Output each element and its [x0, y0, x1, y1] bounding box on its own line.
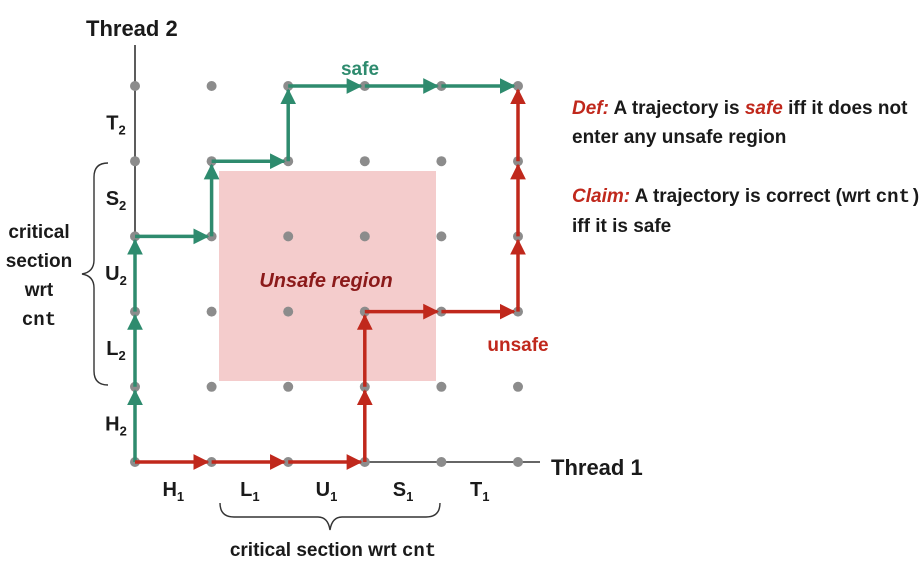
- def-keyword: Def:: [572, 98, 609, 119]
- grid-dot: [283, 231, 294, 242]
- grid-dot: [436, 156, 447, 167]
- grid-dot: [206, 381, 217, 392]
- unsafe-region-label: Unsafe region: [259, 270, 392, 292]
- thread1-segment-label: H1: [162, 479, 184, 504]
- y-critical-brace: [81, 162, 109, 386]
- definition-block: Def: A trajectory is safe iff it does no…: [572, 94, 922, 152]
- thread2-segment-label: T2: [106, 113, 125, 138]
- y-critical-line-1: critical: [8, 222, 69, 243]
- grid-dot: [206, 81, 217, 91]
- x-critical-code: cnt: [402, 540, 436, 561]
- grid-dot: [436, 231, 447, 242]
- x-critical-section-label: critical section wrt cnt: [230, 540, 436, 561]
- grid-dot: [359, 231, 370, 242]
- claim-code: cnt): [875, 186, 922, 208]
- thread2-segment-label: L2: [106, 338, 125, 363]
- grid-dot: [283, 381, 294, 392]
- grid-dot: [206, 306, 217, 317]
- def-highlight: safe: [744, 98, 783, 119]
- thread2-segment-label: H2: [105, 413, 127, 438]
- thread2-segment-label: S2: [106, 188, 127, 213]
- grid-dot: [513, 457, 523, 467]
- thread1-segment-label: S1: [393, 479, 414, 504]
- grid-dot: [513, 381, 523, 392]
- claim-text-after: iff it is safe: [572, 216, 672, 237]
- x-critical-brace: [219, 502, 441, 531]
- thread1-axis-label: Thread 1: [551, 455, 643, 480]
- grid-dot: [436, 381, 447, 392]
- grid-dot: [130, 156, 140, 167]
- thread2-axis-label: Thread 2: [86, 16, 178, 41]
- y-critical-code: cnt: [22, 309, 56, 331]
- thread1-segment-label: L1: [240, 479, 259, 504]
- thread2-segment-labels: H2 L2 U2 S2 T2: [105, 113, 127, 439]
- thread1-segment-label: U1: [316, 479, 338, 504]
- unsafe-label: unsafe: [487, 335, 548, 356]
- safe-label: safe: [341, 59, 379, 80]
- claim-keyword: Claim:: [572, 186, 631, 207]
- grid-dot: [513, 81, 523, 91]
- unsafe-region: [219, 171, 436, 381]
- safe-trajectory: [127, 78, 516, 462]
- thread1-segment-label: T1: [470, 479, 489, 504]
- x-critical-text: critical section wrt: [230, 540, 398, 561]
- grid-dot: [436, 457, 447, 467]
- y-critical-line-3: wrt: [24, 280, 54, 301]
- grid-dot: [283, 306, 294, 317]
- def-text-after: iff it does not enter any unsafe region: [572, 98, 908, 148]
- y-critical-line-2: section: [6, 251, 73, 272]
- grid-dot: [130, 81, 140, 91]
- grid-dot: [359, 156, 370, 167]
- claim-block: Claim: A trajectory is correct (wrt cnt)…: [572, 182, 922, 241]
- unsafe-trajectory: [135, 88, 526, 470]
- claim-text-before: A trajectory is correct (wrt: [634, 186, 871, 207]
- thread1-segment-labels: H1 L1 U1 S1 T1: [162, 479, 489, 504]
- def-text-before: A trajectory is: [613, 98, 740, 119]
- thread2-segment-label: U2: [105, 263, 127, 288]
